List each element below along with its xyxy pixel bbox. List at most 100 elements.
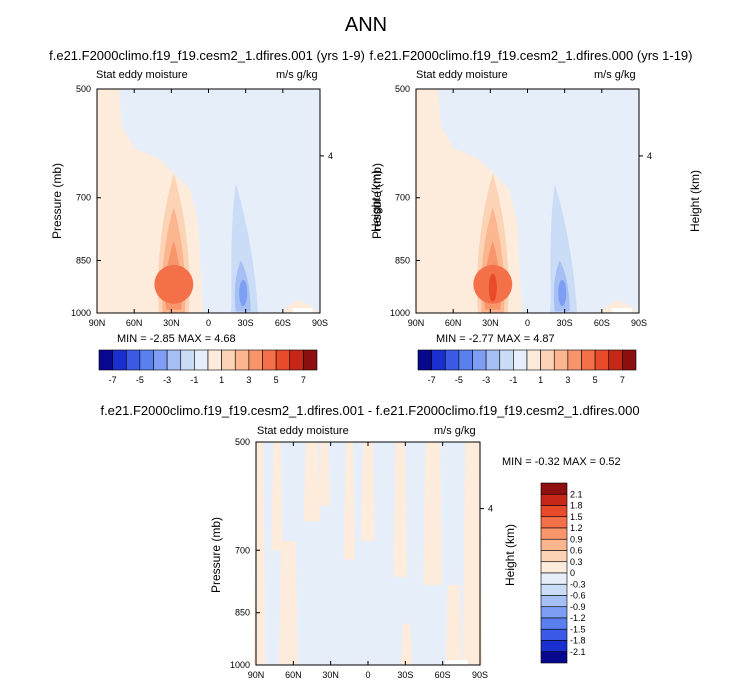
positive-core-4: [154, 264, 194, 304]
panel-2-min-max: MIN = -2.77 MAX = 4.87: [436, 333, 555, 345]
colorbar-2-swatch: [444, 349, 460, 371]
panel-3-min-max: MIN = -0.32 MAX = 0.52: [502, 456, 621, 468]
panel-2-field: [415, 88, 640, 314]
colorbar-2-label: -7: [428, 375, 436, 385]
positive-strip-10: [463, 442, 482, 665]
y-tick-label: 850: [395, 255, 410, 265]
colorbar-3-label: 0: [570, 568, 575, 578]
colorbar-1-swatch: [289, 349, 304, 371]
colorbar-2-label: -1: [509, 375, 517, 385]
y-tick-label: 500: [235, 437, 250, 447]
panel-1-units-label: m/s g/kg: [276, 69, 318, 81]
missing-region: [445, 660, 468, 665]
panel-3-title: f.e21.F2000climo.f19_f19.cesm2_1.dfires.…: [100, 403, 640, 418]
colorbar-1-swatch: [153, 349, 168, 371]
colorbar-1-swatch: [262, 349, 277, 371]
colorbar-3-swatch: [540, 628, 568, 641]
height-tick-label: 4: [328, 151, 333, 161]
y-tick-label: 850: [76, 255, 91, 265]
colorbar-2-swatch: [553, 349, 569, 371]
positive-strip-2: [271, 442, 283, 551]
negative-core-3: [558, 280, 567, 307]
colorbar-3-swatch: [540, 550, 568, 563]
colorbar-3-label: -0.6: [570, 591, 586, 601]
colorbar-3-swatch: [540, 482, 568, 495]
main-title: ANN: [344, 14, 388, 36]
x-tick-label: 30S: [238, 318, 254, 328]
positive-strip-12: [400, 623, 413, 665]
positive-strip-5: [343, 442, 356, 560]
x-tick-label: 60S: [435, 670, 451, 680]
colorbar-2-swatch: [622, 349, 637, 371]
positive-strip-1: [254, 442, 266, 665]
colorbar-3-swatch: [540, 595, 568, 608]
panel-1-field-label: Stat eddy moisture: [96, 69, 188, 81]
x-tick-label: 90N: [248, 670, 265, 680]
colorbar-1-swatch: [98, 349, 113, 371]
colorbar-2-swatch: [567, 349, 582, 371]
colorbar-1-swatch: [180, 349, 195, 371]
colorbar-2-label: 3: [565, 375, 570, 385]
x-tick-label: 30S: [557, 318, 573, 328]
panel-2-title: f.e21.F2000climo.f19_f19.cesm2_1.dfires.…: [369, 48, 693, 63]
x-tick-label: 30N: [322, 670, 339, 680]
x-tick-label: 0: [206, 318, 211, 328]
x-tick-label: 90S: [631, 318, 647, 328]
height-tick-label: 4: [488, 504, 493, 514]
colorbar-3-swatch: [540, 640, 568, 653]
colorbar-3-label: 1.8: [570, 501, 583, 511]
colorbar-1-label: -3: [163, 375, 171, 385]
colorbar-1-swatch: [139, 349, 154, 371]
y-tick-label: 1000: [390, 308, 410, 318]
x-tick-label: 60N: [445, 318, 462, 328]
colorbar-3-swatch: [540, 527, 568, 540]
colorbar-3-label: -0.9: [570, 602, 586, 612]
colorbar-1-swatch: [221, 349, 236, 371]
colorbar-2-swatch: [526, 349, 541, 371]
colorbar-3-label: 2.1: [570, 489, 583, 499]
colorbar-3-label: -0.3: [570, 579, 586, 589]
x-tick-label: 30S: [397, 670, 413, 680]
positive-strip-11: [278, 540, 298, 665]
panel-3-units-label: m/s g/kg: [434, 425, 476, 437]
colorbar-3-swatch: [540, 561, 568, 574]
colorbar-3-swatch: [540, 505, 568, 518]
panel-1-title: f.e21.F2000climo.f19_f19.cesm2_1.dfires.…: [49, 48, 365, 63]
colorbar-2-swatch: [608, 349, 623, 371]
colorbar-2-swatch: [417, 349, 432, 371]
x-tick-label: 30N: [482, 318, 499, 328]
colorbar-1-swatch: [166, 349, 182, 371]
panel-3-field-label: Stat eddy moisture: [257, 425, 349, 437]
colorbar-2-swatch: [513, 349, 528, 371]
x-tick-label: 90N: [408, 318, 425, 328]
colorbar-2-swatch: [499, 349, 514, 371]
colorbar-3-swatch: [540, 538, 568, 551]
colorbar-1-swatch: [275, 349, 291, 371]
positive-max: [488, 273, 497, 302]
colorbar-2-label: -5: [455, 375, 463, 385]
missing-region: [611, 308, 632, 313]
colorbar-2-label: 5: [593, 375, 598, 385]
panel-1-min-max: MIN = -2.85 MAX = 4.68: [117, 333, 236, 345]
colorbar-1-label: -5: [136, 375, 144, 385]
colorbar-1-swatch: [112, 349, 127, 371]
colorbar-3-swatch: [540, 617, 568, 630]
panel-1-field: [96, 88, 321, 314]
colorbar-3-swatch: [540, 651, 568, 664]
colorbar-2-swatch: [472, 349, 487, 371]
panel-3-field: [254, 441, 482, 666]
colorbar-1-label: 5: [274, 375, 279, 385]
colorbar-1-label: -7: [109, 375, 117, 385]
y-tick-label: 500: [395, 84, 410, 94]
colorbar-1-swatch: [234, 349, 250, 371]
colorbar-1-swatch: [125, 349, 141, 371]
x-tick-label: 90N: [89, 318, 106, 328]
colorbar-2-swatch: [594, 349, 610, 371]
colorbar-2-swatch: [581, 349, 596, 371]
colorbar-2-swatch: [540, 349, 555, 371]
x-tick-label: 60N: [285, 670, 302, 680]
positive-strip-4: [318, 442, 331, 506]
colorbar-2-swatch: [485, 349, 501, 371]
y-tick-label: 850: [235, 608, 250, 618]
